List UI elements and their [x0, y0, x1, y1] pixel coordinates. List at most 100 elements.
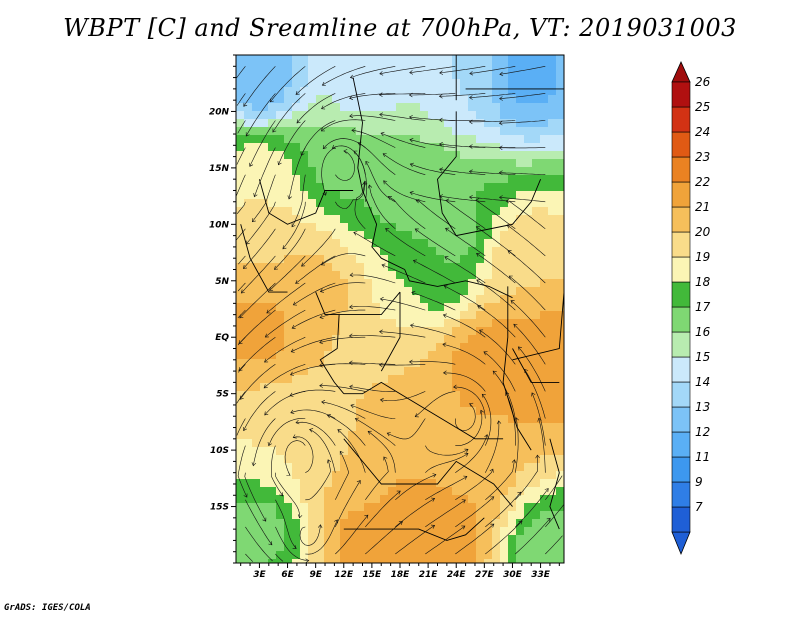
field-cell [364, 543, 373, 552]
field-cell [492, 63, 501, 72]
field-cell [500, 439, 509, 448]
field-cell [308, 207, 317, 216]
field-cell [540, 207, 549, 216]
field-cell [324, 551, 333, 560]
field-cell [364, 383, 373, 392]
field-cell [324, 95, 333, 104]
field-cell [436, 319, 445, 328]
field-cell [412, 415, 421, 424]
field-cell [524, 559, 533, 563]
field-cell [516, 103, 525, 112]
field-cell [356, 343, 365, 352]
field-cell [292, 431, 301, 440]
field-cell [236, 159, 245, 168]
streamline-arrow [477, 305, 482, 310]
field-cell [244, 535, 253, 544]
field-cell [404, 55, 413, 64]
field-cell [380, 63, 389, 72]
field-cell [556, 463, 564, 472]
field-cell [484, 391, 493, 400]
streamline [245, 499, 273, 546]
field-cell [284, 543, 293, 552]
field-cell [244, 455, 253, 464]
field-cell [292, 351, 301, 360]
field-cell [484, 367, 493, 376]
streamline [293, 282, 336, 306]
field-cell [524, 495, 533, 504]
field-cell [380, 551, 389, 560]
field-cell [340, 207, 349, 216]
field-cell [356, 311, 365, 320]
field-cell [468, 551, 477, 560]
field-cell [548, 447, 557, 456]
field-cell [500, 519, 509, 528]
field-cell [372, 407, 381, 416]
field-cell [332, 79, 341, 88]
field-cell [292, 167, 301, 176]
field-cell [492, 71, 501, 80]
field-cell [460, 319, 469, 328]
field-cell [436, 471, 445, 480]
field-cell [276, 367, 285, 376]
field-cell [340, 231, 349, 240]
field-cell [348, 327, 357, 336]
field-cell [524, 543, 533, 552]
field-cell [476, 183, 485, 192]
field-cell [324, 495, 333, 504]
field-cell [444, 511, 453, 520]
field-cell [468, 295, 477, 304]
field-cell [260, 311, 269, 320]
field-cell [236, 151, 245, 160]
field-cell [540, 223, 549, 232]
streamline [425, 499, 466, 528]
streamline-arrow [337, 429, 342, 434]
field-cell [548, 319, 557, 328]
streamline-arrow [291, 324, 296, 329]
field-cell [420, 311, 429, 320]
field-cell [548, 503, 557, 512]
field-cell [476, 103, 485, 112]
field-cell [444, 367, 453, 376]
field-cell [260, 327, 269, 336]
streamline [455, 468, 494, 501]
field-cell [428, 167, 437, 176]
field-cell [516, 527, 525, 536]
field-cell [532, 119, 541, 128]
field-cell [428, 527, 437, 536]
field-cell [340, 295, 349, 304]
field-cell [484, 311, 493, 320]
field-cell [476, 543, 485, 552]
field-cell [252, 207, 261, 216]
field-cell [500, 255, 509, 264]
streamline-arrow [379, 296, 384, 302]
field-cell [388, 63, 397, 72]
field-cell [492, 559, 501, 563]
field-cell [436, 71, 445, 80]
streamline [380, 132, 426, 148]
streamline-arrow [292, 434, 297, 439]
field-cell [428, 375, 437, 384]
field-cell [468, 111, 477, 120]
field-cell [348, 479, 357, 488]
field-cell [372, 535, 381, 544]
field-cell [532, 295, 541, 304]
field-cell [380, 239, 389, 248]
field-cell [412, 239, 421, 248]
field-cell [460, 303, 469, 312]
field-cell [420, 415, 429, 424]
field-cell [364, 263, 373, 272]
field-cell [244, 287, 253, 296]
streamline [349, 386, 396, 392]
field-cell [300, 471, 309, 480]
field-cell [484, 383, 493, 392]
streamline-arrow [243, 493, 248, 498]
field-cell [348, 199, 357, 208]
field-cell [468, 167, 477, 176]
streamline [327, 414, 366, 446]
field-cell [468, 319, 477, 328]
field-cell [388, 351, 397, 360]
field-cell [348, 311, 357, 320]
field-cell [492, 295, 501, 304]
streamline-arrow [442, 342, 447, 348]
field-cell [276, 551, 285, 560]
